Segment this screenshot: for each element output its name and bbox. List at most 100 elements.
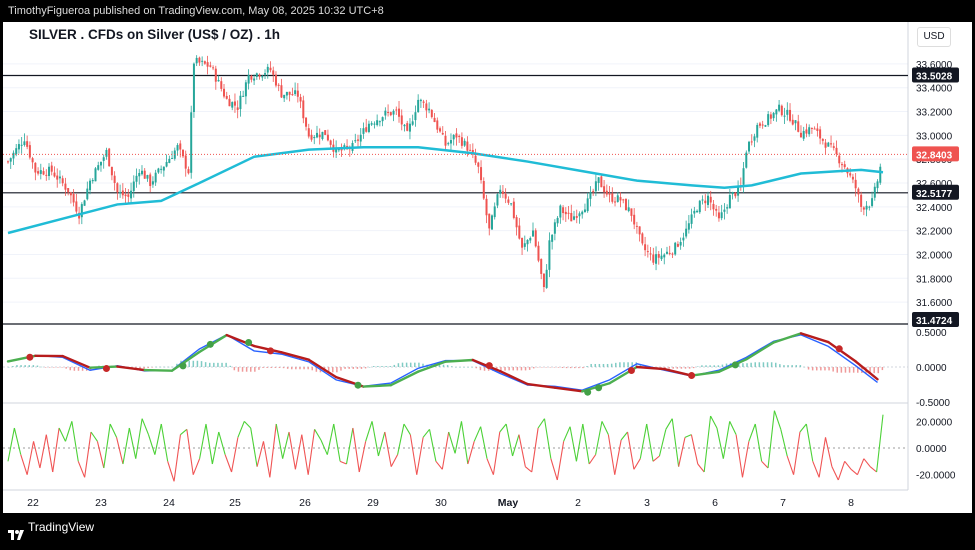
crossover-dot: [26, 354, 33, 361]
time-axis-label: 24: [163, 497, 175, 509]
histogram-bar: [607, 364, 609, 367]
momentum-line-segment: [532, 428, 538, 472]
candle-body: [26, 141, 28, 147]
momentum-line-segment: [372, 421, 378, 456]
momentum-line-segment: [583, 424, 589, 464]
histogram-bar: [812, 367, 814, 370]
candle-body: [595, 181, 597, 191]
histogram-bar: [615, 363, 617, 367]
candle-body: [598, 177, 600, 183]
candle-body: [182, 150, 184, 156]
momentum-line-segment: [161, 424, 167, 461]
candle-body: [743, 168, 745, 185]
candle-body: [557, 218, 559, 223]
currency-selector[interactable]: USD: [917, 27, 951, 47]
histogram-bar: [234, 367, 236, 370]
candle-body: [100, 162, 102, 166]
histogram-bar: [603, 364, 605, 367]
level-label: 31.4724: [916, 316, 953, 327]
histogram-bar: [595, 364, 597, 367]
histogram-bar: [373, 366, 375, 367]
candle-body: [753, 136, 755, 140]
histogram-bar: [299, 367, 301, 369]
candle-body: [836, 148, 838, 154]
chart-panel[interactable]: 33.600033.400033.200033.000032.800032.60…: [3, 22, 972, 513]
oscillator-slow-line: [446, 360, 473, 362]
histogram-bar: [447, 365, 449, 367]
candle-body: [56, 176, 58, 180]
candle-body: [641, 233, 643, 243]
histogram-bar: [586, 366, 588, 367]
candle-body: [289, 92, 291, 95]
histogram-bar: [718, 365, 720, 367]
momentum-line-segment: [736, 435, 742, 478]
candle-body: [305, 118, 307, 127]
oscillator-tick-label: -0.5000: [916, 398, 950, 409]
crossover-dot: [180, 362, 187, 369]
candle-body: [620, 197, 622, 200]
moving-average-line: [8, 147, 883, 233]
candle-body: [521, 238, 523, 248]
candle-body: [606, 191, 608, 195]
candle-body: [852, 177, 854, 180]
candle-body: [207, 62, 209, 67]
candle-body: [628, 207, 630, 211]
time-axis-label: 7: [780, 497, 786, 509]
candle-body: [633, 215, 635, 225]
candle-body: [371, 123, 373, 124]
candle-body: [488, 214, 490, 229]
tradingview-logo[interactable]: TradingView: [8, 513, 94, 541]
momentum-line-segment: [334, 424, 340, 461]
crossover-dot: [595, 384, 602, 391]
candle-body: [15, 148, 17, 154]
histogram-bar: [689, 367, 691, 369]
candle-body: [857, 189, 859, 195]
brand-name: TradingView: [28, 513, 94, 541]
chart-canvas[interactable]: 33.600033.400033.200033.000032.800032.60…: [3, 22, 972, 513]
level-label: 33.5028: [916, 71, 953, 82]
oscillator-slow-line: [828, 342, 855, 361]
momentum-line-segment: [608, 435, 614, 475]
candle-body: [177, 145, 179, 150]
candle-body: [693, 211, 695, 214]
momentum-line-segment: [711, 416, 717, 428]
time-axis-label: 22: [27, 497, 39, 509]
candle-body: [721, 212, 723, 218]
histogram-bar: [250, 367, 252, 372]
histogram-bar: [746, 363, 748, 367]
momentum-line-segment: [557, 441, 563, 480]
candle-body: [650, 253, 652, 254]
momentum-line-segment: [123, 428, 129, 464]
histogram-bar: [279, 367, 281, 368]
candle-body: [7, 161, 9, 162]
candle-body: [239, 96, 241, 109]
oscillator-slow-line: [500, 371, 527, 384]
candle-body: [464, 141, 466, 146]
candle-body: [603, 186, 605, 192]
histogram-bar: [517, 367, 519, 370]
candle-body: [272, 70, 274, 74]
momentum-line-segment: [27, 441, 33, 474]
candle-body: [245, 82, 247, 96]
footer: TradingView: [0, 513, 975, 541]
candle-body: [395, 110, 397, 111]
candle-body: [833, 146, 835, 148]
candle-body: [819, 129, 821, 138]
candle-body: [732, 192, 734, 194]
crossover-dot: [245, 339, 252, 346]
candle-body: [877, 181, 879, 188]
momentum-line-segment: [570, 427, 576, 462]
candle-body: [855, 180, 857, 188]
histogram-bar: [369, 367, 371, 368]
time-axis-label: May: [498, 497, 519, 509]
momentum-line-segment: [576, 424, 582, 461]
histogram-bar: [775, 363, 777, 367]
momentum-line-segment: [78, 461, 84, 477]
histogram-bar: [804, 367, 806, 368]
momentum-tick-label: -20.0000: [916, 471, 956, 482]
candle-body: [393, 111, 395, 115]
momentum-line-segment: [321, 440, 327, 455]
candle-body: [469, 150, 471, 151]
candle-body: [540, 259, 542, 274]
